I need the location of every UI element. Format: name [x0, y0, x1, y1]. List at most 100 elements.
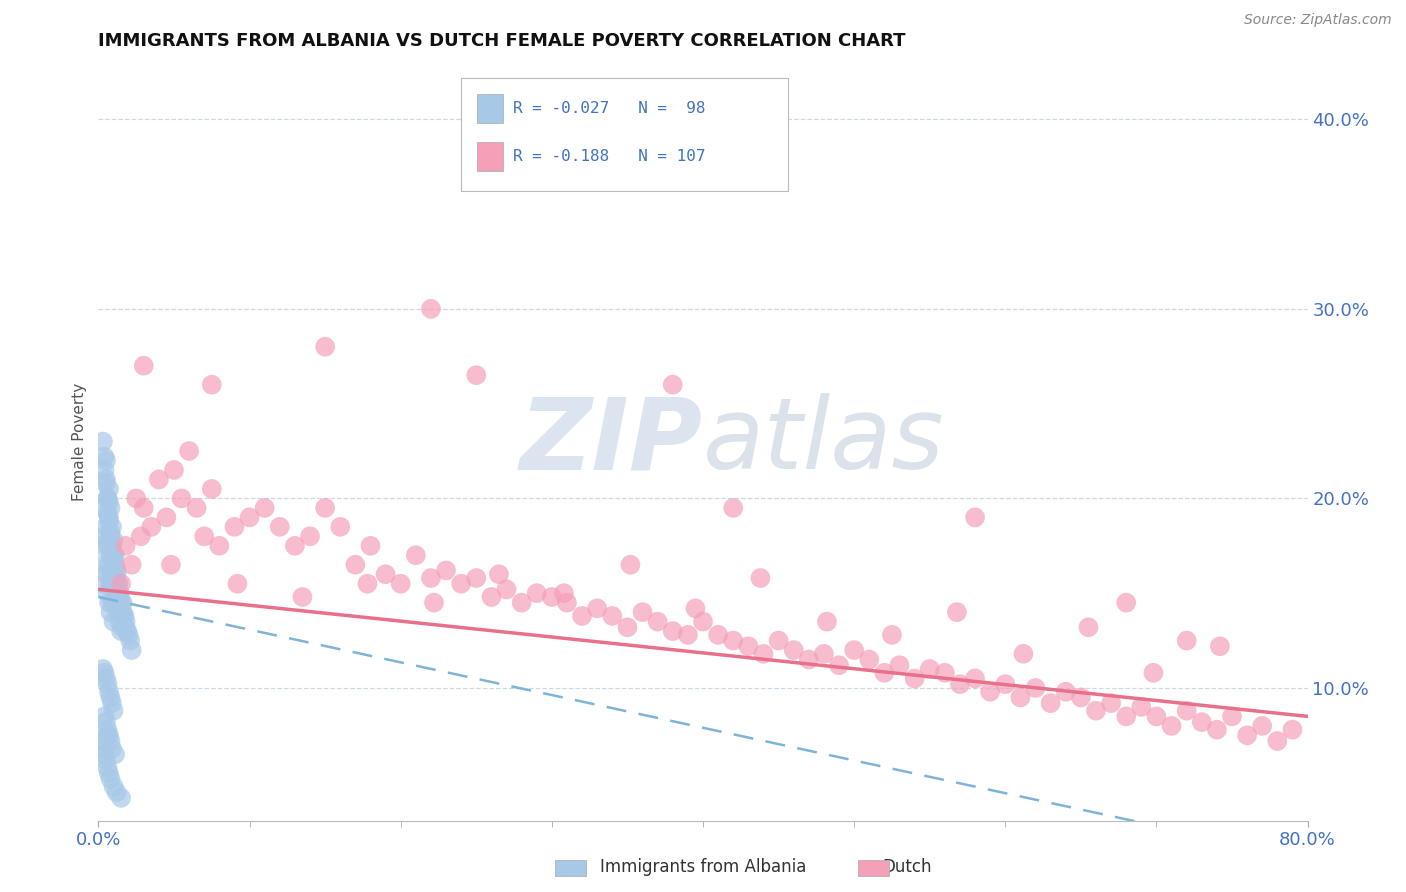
Point	[949, 677, 972, 691]
Text: Immigrants from Albania: Immigrants from Albania	[600, 858, 806, 876]
Point	[434, 564, 457, 578]
Point	[93, 463, 115, 477]
Point	[226, 576, 249, 591]
Point	[768, 633, 790, 648]
Point	[360, 539, 382, 553]
Point	[1012, 647, 1035, 661]
Point	[91, 500, 114, 515]
Point	[93, 450, 115, 464]
Point	[1085, 704, 1108, 718]
Point	[1209, 639, 1232, 653]
Point	[555, 596, 578, 610]
Point	[100, 548, 122, 563]
Point	[103, 548, 125, 563]
Point	[1115, 596, 1137, 610]
Point	[314, 500, 336, 515]
Point	[186, 500, 208, 515]
Point	[100, 605, 122, 619]
Point	[100, 690, 122, 705]
Point	[1206, 723, 1229, 737]
FancyBboxPatch shape	[461, 78, 787, 191]
Point	[98, 514, 121, 528]
Point	[91, 434, 114, 449]
Point	[101, 539, 124, 553]
Point	[105, 596, 128, 610]
Point	[420, 301, 443, 316]
Point	[291, 590, 314, 604]
Point	[103, 704, 125, 718]
Point	[631, 605, 654, 619]
Point	[94, 473, 117, 487]
Point	[103, 567, 125, 582]
Point	[1142, 665, 1164, 680]
Point	[465, 571, 488, 585]
Point	[94, 715, 117, 730]
Point	[96, 677, 118, 691]
Point	[96, 586, 118, 600]
Point	[965, 672, 987, 686]
Point	[94, 567, 117, 582]
Point	[495, 582, 517, 597]
Point	[98, 558, 121, 572]
Point	[1191, 715, 1213, 730]
Point	[1267, 734, 1289, 748]
Point	[96, 491, 118, 506]
Point	[103, 596, 125, 610]
Point	[112, 609, 135, 624]
Point	[1070, 690, 1092, 705]
Point	[1024, 681, 1046, 695]
Point	[111, 605, 134, 619]
Point	[1236, 728, 1258, 742]
Point	[844, 643, 866, 657]
Point	[98, 766, 121, 780]
Point	[103, 615, 125, 629]
Point	[526, 586, 548, 600]
Point	[101, 544, 124, 558]
Point	[737, 639, 759, 653]
Point	[179, 444, 201, 458]
Point	[103, 576, 125, 591]
Point	[553, 586, 575, 600]
Point	[723, 500, 745, 515]
Point	[783, 643, 806, 657]
Point	[946, 605, 969, 619]
Point	[239, 510, 262, 524]
Point	[1099, 696, 1122, 710]
Point	[98, 495, 121, 509]
Point	[104, 747, 127, 762]
Point	[1160, 719, 1182, 733]
Point	[965, 510, 987, 524]
Point	[647, 615, 669, 629]
Point	[104, 571, 127, 585]
Point	[129, 529, 152, 543]
Point	[107, 605, 129, 619]
Point	[100, 529, 122, 543]
Point	[96, 507, 118, 521]
Text: ZIP: ZIP	[520, 393, 703, 490]
Text: Source: ZipAtlas.com: Source: ZipAtlas.com	[1244, 13, 1392, 28]
Point	[93, 529, 115, 543]
Text: atlas: atlas	[703, 393, 945, 490]
Point	[108, 586, 131, 600]
Point	[90, 539, 112, 553]
Point	[103, 552, 125, 566]
Point	[110, 596, 132, 610]
Point	[96, 539, 118, 553]
Point	[121, 643, 143, 657]
Point	[918, 662, 941, 676]
Point	[114, 539, 136, 553]
Point	[100, 539, 122, 553]
Point	[100, 576, 122, 591]
Point	[90, 734, 112, 748]
Point	[616, 620, 638, 634]
Point	[934, 665, 956, 680]
Point	[1039, 696, 1062, 710]
Point	[314, 340, 336, 354]
Point	[104, 586, 127, 600]
Point	[488, 567, 510, 582]
Point	[723, 633, 745, 648]
Point	[110, 791, 132, 805]
Point	[880, 628, 903, 642]
Point	[93, 709, 115, 723]
Point	[103, 780, 125, 794]
